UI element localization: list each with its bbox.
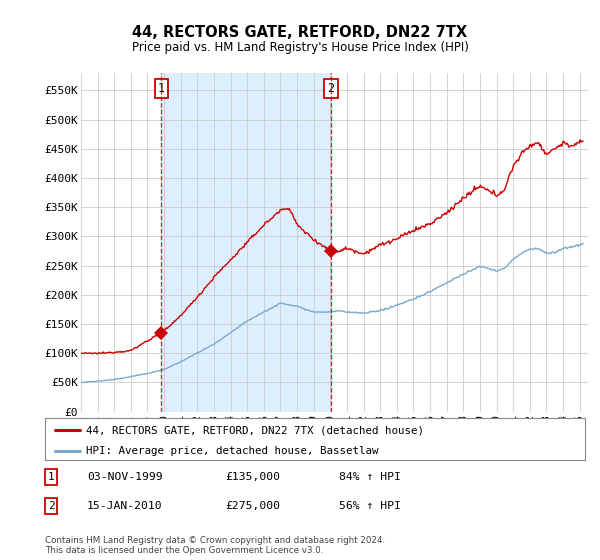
- Text: 2: 2: [47, 501, 55, 511]
- Text: 2: 2: [328, 82, 335, 95]
- Text: 03-NOV-1999: 03-NOV-1999: [87, 472, 163, 482]
- Text: 84% ↑ HPI: 84% ↑ HPI: [339, 472, 401, 482]
- Text: HPI: Average price, detached house, Bassetlaw: HPI: Average price, detached house, Bass…: [86, 446, 378, 456]
- Text: 1: 1: [158, 82, 165, 95]
- Text: 56% ↑ HPI: 56% ↑ HPI: [339, 501, 401, 511]
- Text: £275,000: £275,000: [225, 501, 280, 511]
- Text: 44, RECTORS GATE, RETFORD, DN22 7TX (detached house): 44, RECTORS GATE, RETFORD, DN22 7TX (det…: [86, 425, 424, 435]
- Text: Contains HM Land Registry data © Crown copyright and database right 2024.
This d: Contains HM Land Registry data © Crown c…: [45, 536, 385, 555]
- Text: £135,000: £135,000: [225, 472, 280, 482]
- Text: 1: 1: [47, 472, 55, 482]
- Text: Price paid vs. HM Land Registry's House Price Index (HPI): Price paid vs. HM Land Registry's House …: [131, 40, 469, 54]
- Text: 15-JAN-2010: 15-JAN-2010: [87, 501, 163, 511]
- Bar: [161, 73, 331, 412]
- Text: 44, RECTORS GATE, RETFORD, DN22 7TX: 44, RECTORS GATE, RETFORD, DN22 7TX: [133, 25, 467, 40]
